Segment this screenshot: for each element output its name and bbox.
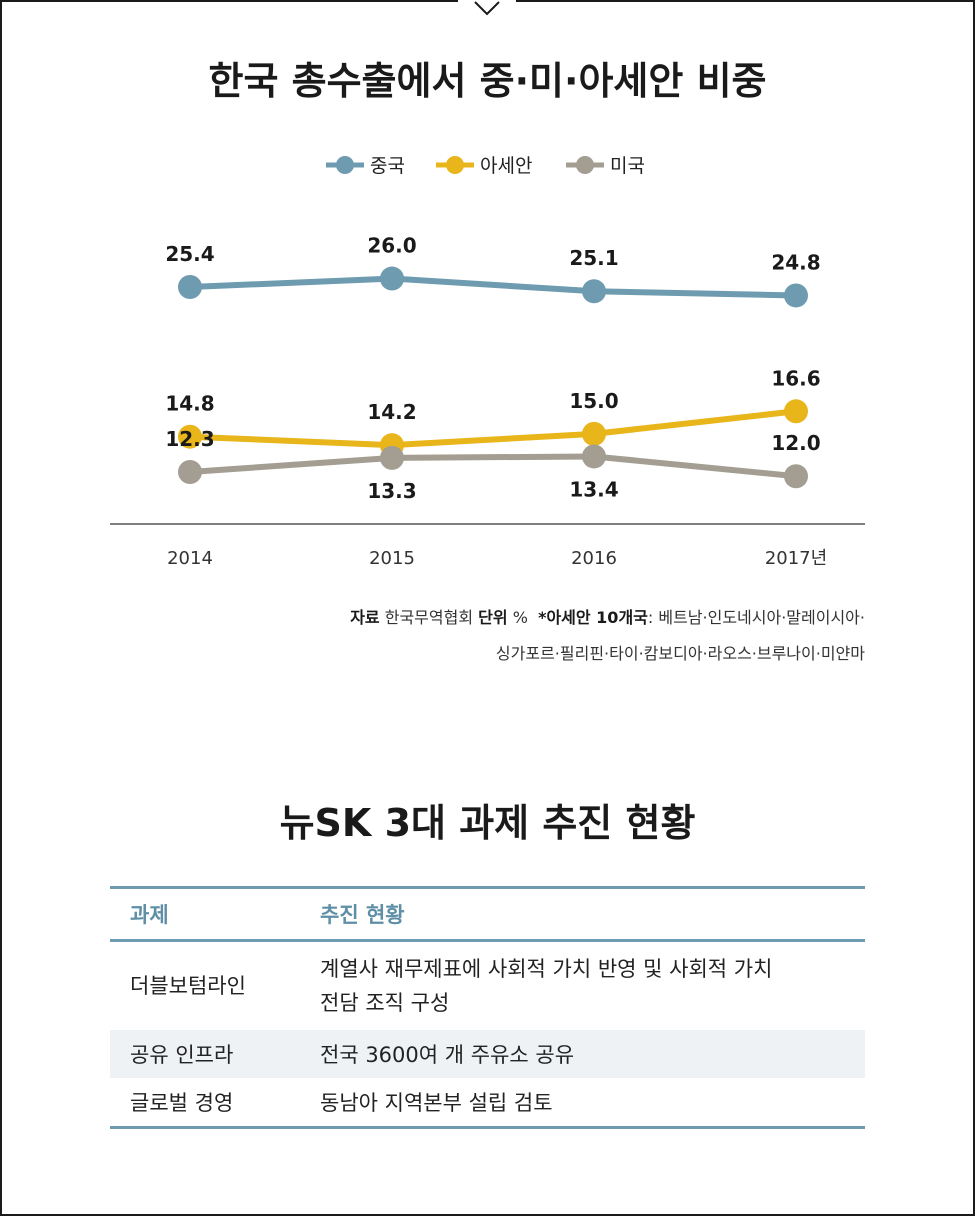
data-label: 15.0	[569, 389, 618, 413]
legend-label: 중국	[370, 155, 405, 177]
data-label: 13.3	[367, 479, 416, 503]
data-label: 16.6	[771, 366, 820, 390]
data-label: 26.0	[367, 234, 416, 258]
note-value: : 베트남·인도네시아·말레이시아·	[647, 608, 865, 627]
line-chart: 중국 아세안 미국 2014 2015 2016 2017년 25.4 26.0 25.1 24…	[110, 155, 865, 569]
data-point	[784, 399, 808, 424]
chart-source-line-2: 싱가포르·필리핀·타이·캄보디아·라오스·브루나이·미얀마	[495, 644, 865, 663]
task-cell: 더블보텀라인	[130, 974, 246, 998]
source-label: 자료	[350, 608, 380, 627]
data-point	[784, 283, 808, 308]
data-label: 24.8	[771, 250, 820, 274]
source-value: 한국무역협회	[384, 608, 474, 627]
status-text-line1: 계열사 재무제표에 사회적 가치 반영 및 사회적 가치	[320, 957, 773, 981]
legend-label: 아세안	[480, 155, 532, 177]
data-point	[582, 279, 606, 304]
series-line	[189, 453, 797, 480]
status-cell: 동남아 지역본부 설립 검토	[300, 1078, 865, 1129]
note-label: *아세안 10개국	[538, 608, 648, 627]
task-cell: 글로벌 경영	[110, 1078, 300, 1129]
data-point	[380, 266, 404, 291]
x-tick-label: 2014	[167, 548, 213, 569]
chart-source-line-1: 자료 한국무역협회 단위 % *아세안 10개국: 베트남·인도네시아·말레이시…	[100, 604, 865, 628]
legend-label: 미국	[610, 155, 645, 177]
header-task: 과제	[110, 886, 300, 942]
chart-title: 한국 총수출에서 중·미·아세안 비중	[208, 59, 767, 103]
table-row: 더블보텀라인 계열사 재무제표에 사회적 가치 반영 및 사회적 가치 전담 조…	[110, 941, 865, 1031]
table-title: 뉴SK 3대 과제 추진 현황	[279, 801, 696, 845]
data-point	[178, 460, 202, 484]
data-label: 14.2	[367, 400, 416, 424]
series-line	[189, 275, 797, 299]
data-label: 12.3	[165, 427, 214, 451]
header-status: 추진 현황	[300, 886, 865, 942]
task-cell: 공유 인프라	[110, 1030, 300, 1078]
status-text-line2: 전담 조직 구성	[320, 991, 450, 1015]
data-label: 14.8	[165, 392, 214, 416]
data-point	[582, 444, 606, 469]
x-tick-label: 2015	[369, 548, 415, 569]
unit-label: 단위	[478, 608, 508, 627]
chevron-down-icon	[474, 1, 500, 16]
table-row: 글로벌 경영 동남아 지역본부 설립 검토	[110, 1078, 865, 1129]
unit-value: %	[512, 608, 528, 627]
x-tick-label: 2016	[571, 548, 617, 569]
data-point	[380, 445, 404, 470]
table-row: 공유 인프라 전국 3600여 개 주유소 공유	[110, 1030, 865, 1078]
status-cell: 계열사 재무제표에 사회적 가치 반영 및 사회적 가치 전담 조직 구성	[300, 941, 865, 1031]
data-point	[178, 275, 202, 299]
data-point	[178, 424, 202, 449]
data-point	[582, 421, 606, 446]
status-cell: 전국 3600여 개 주유소 공유	[300, 1030, 865, 1078]
legend-swatch-dot	[576, 156, 594, 174]
x-tick-label: 2017년	[765, 548, 827, 569]
tasks-table: 과제 추진 현황 더블보텀라인 계열사 재무제표에 사회적 가치 반영 및 사회…	[110, 886, 865, 1129]
data-label: 25.4	[165, 242, 214, 266]
legend-swatch-dot	[446, 156, 464, 174]
data-point	[784, 464, 808, 489]
data-label: 25.1	[569, 246, 618, 270]
data-label: 13.4	[569, 477, 618, 501]
legend-swatch-dot	[336, 156, 354, 174]
chart-legend: 중국 아세안 미국	[326, 155, 645, 177]
data-label: 12.0	[771, 431, 820, 455]
table-header-row: 과제 추진 현황	[110, 886, 865, 942]
series-line	[189, 408, 797, 449]
